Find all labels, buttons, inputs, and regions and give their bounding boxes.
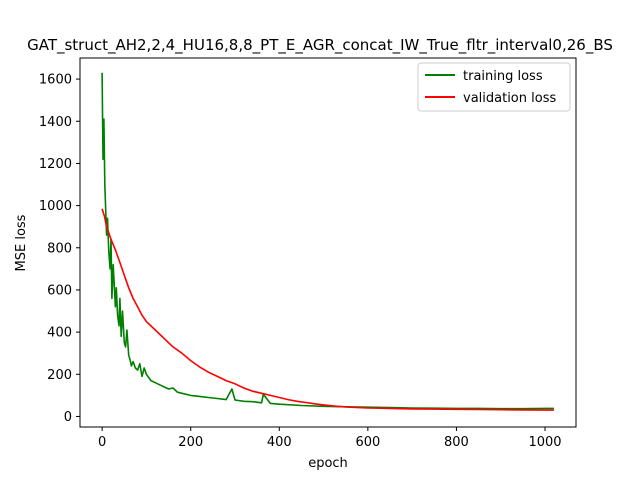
y-tick-label: 1000 [39,199,72,214]
y-tick-label: 800 [47,241,72,256]
x-axis-label: epoch [308,456,348,471]
y-tick-label: 1200 [39,157,72,172]
y-tick-label: 1600 [39,73,72,88]
x-tick-label: 0 [98,435,106,450]
x-axis: 0 200 400 600 800 1000 [98,427,562,450]
y-tick-label: 200 [47,368,72,383]
plot-area [101,72,554,411]
x-tick-label: 600 [355,435,380,450]
legend: training loss validation loss [417,62,571,112]
legend-label-training-loss: training loss [463,69,543,84]
legend-label-validation-loss: validation loss [463,91,556,106]
series-line-training-loss [101,72,554,410]
y-tick-label: 1400 [39,115,72,130]
y-tick-label: 400 [47,326,72,341]
x-tick-label: 800 [444,435,469,450]
y-axis-label: MSE loss [14,214,29,271]
y-tick-label: 0 [64,410,72,425]
x-tick-label: 400 [267,435,292,450]
y-tick-label: 600 [47,283,72,298]
x-tick-label: 1000 [528,435,561,450]
y-axis: 0 200 400 600 800 1000 1200 1400 1600 [39,73,80,425]
axes-frame [79,57,577,428]
x-tick-label: 200 [178,435,203,450]
series-line-validation-loss [101,208,554,411]
chart-title: GAT_struct_AH2,2,4_HU16,8,8_PT_E_AGR_con… [27,36,613,55]
legend-box [417,62,571,112]
